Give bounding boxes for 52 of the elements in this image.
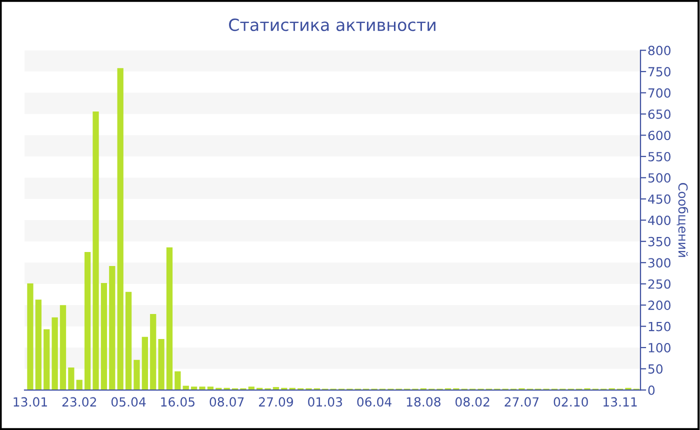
- bar: [27, 283, 34, 390]
- y-tick-label: 700: [648, 88, 670, 98]
- x-tick-label: 18.08: [406, 397, 440, 407]
- bar: [109, 266, 116, 390]
- x-tick-label: 02.10: [554, 397, 588, 407]
- y-tick-label: 350: [648, 236, 670, 246]
- y-tick-label: 450: [648, 194, 670, 204]
- bar: [125, 292, 132, 390]
- y-tick-label: 600: [648, 130, 670, 140]
- bar: [52, 317, 58, 390]
- bar: [134, 360, 140, 390]
- y-tick-label: 750: [648, 67, 670, 76]
- y-tick-label: 50: [648, 364, 663, 374]
- y-tick-label: 800: [648, 46, 670, 56]
- x-tick-label: 13.11: [604, 397, 637, 407]
- x-tick-label: 23.02: [62, 397, 96, 407]
- x-tick-label: 08.02: [456, 397, 490, 407]
- bar: [68, 368, 74, 390]
- bar: [199, 386, 206, 390]
- bar: [60, 305, 66, 390]
- bar: [142, 336, 148, 390]
- y-tick-label: 200: [648, 300, 670, 310]
- x-tick-label: 27.09: [259, 397, 293, 407]
- bar: [44, 329, 50, 390]
- x-tick-label: 27.07: [504, 397, 539, 407]
- bar: [117, 68, 124, 390]
- bar: [174, 371, 181, 390]
- bar: [158, 339, 164, 390]
- bar: [92, 111, 99, 390]
- chart-title: Статистика активности: [229, 18, 436, 32]
- x-tick-label: 01.03: [308, 397, 342, 407]
- x-tick-label: 08.07: [210, 397, 244, 407]
- x-tick-label: 06.04: [357, 397, 392, 407]
- x-tick-label: 13.01: [14, 397, 47, 407]
- x-tick-label: 16.05: [161, 397, 194, 407]
- y-tick-label: 400: [648, 216, 670, 226]
- y-tick-label: 550: [648, 152, 670, 162]
- y-tick-label: 650: [648, 109, 670, 119]
- bar: [84, 252, 91, 390]
- y-axis-title: Сообщений: [676, 183, 688, 257]
- y-tick-label: 500: [648, 173, 670, 183]
- y-tick-label: 300: [648, 258, 670, 268]
- bar: [166, 247, 173, 390]
- y-tick-label: 0: [648, 385, 655, 395]
- y-tick-label: 250: [648, 279, 670, 289]
- bar: [76, 380, 82, 390]
- y-tick-label: 150: [648, 322, 670, 332]
- bar: [35, 300, 42, 390]
- x-tick-label: 05.04: [111, 397, 146, 407]
- bar: [100, 283, 108, 390]
- y-tick-label: 100: [648, 343, 670, 352]
- bar: [150, 314, 156, 390]
